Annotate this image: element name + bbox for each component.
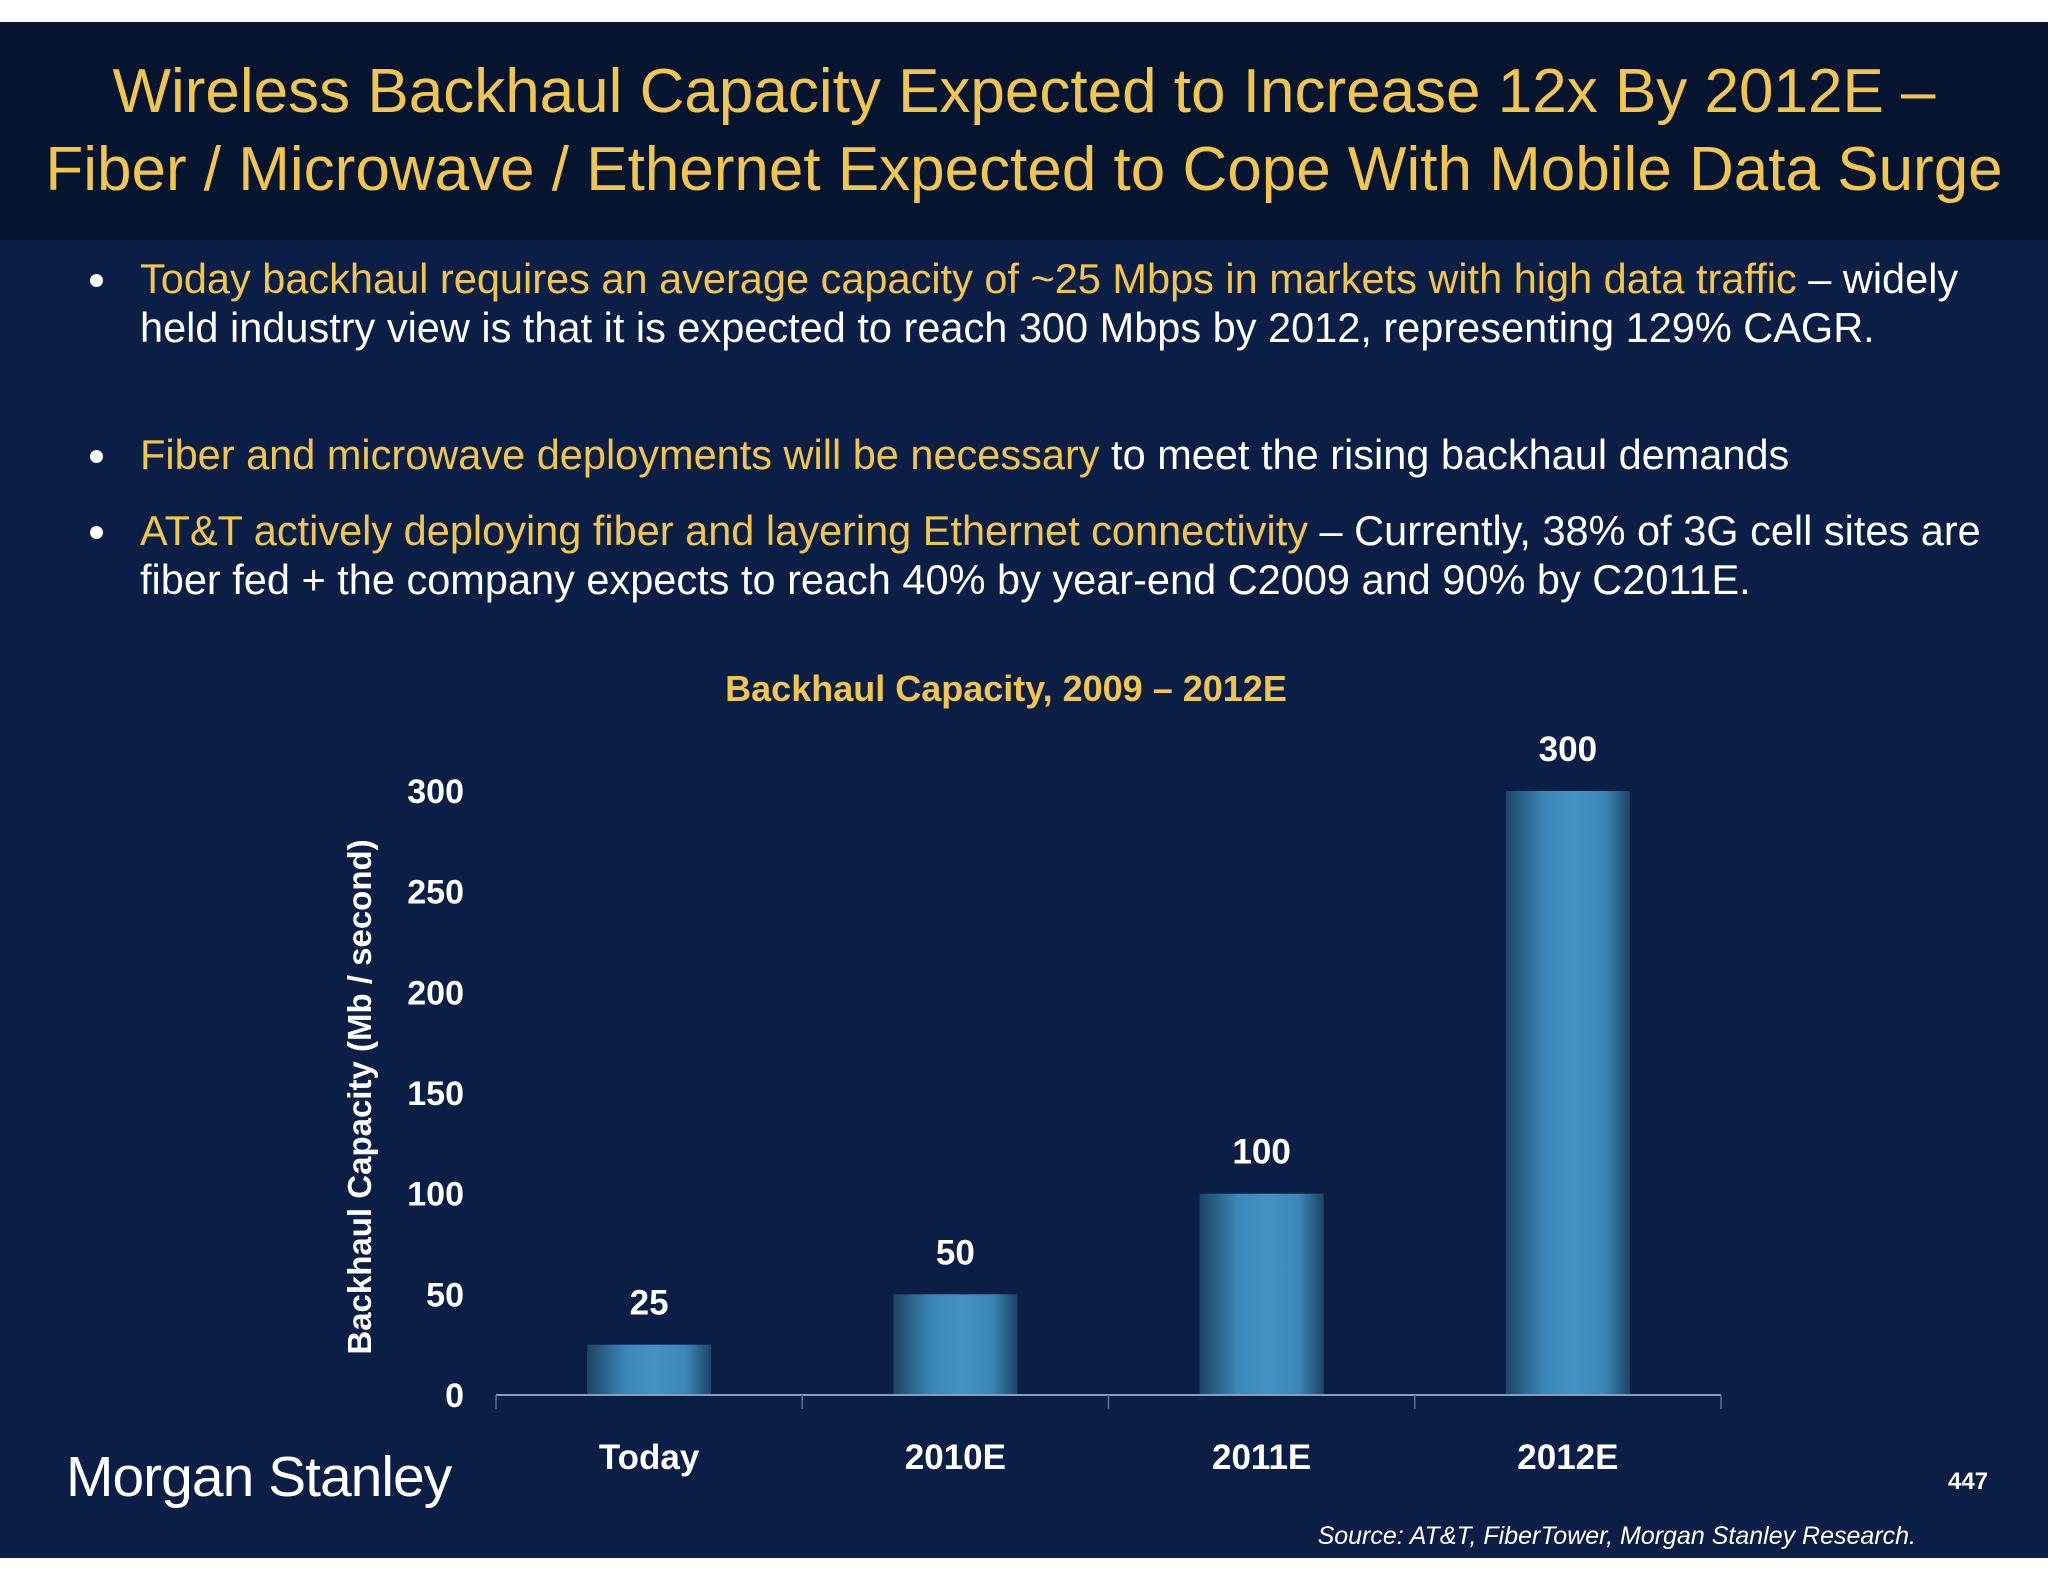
bar-2010E xyxy=(893,1294,1018,1395)
bullet-3: AT&T actively deploying fiber and layeri… xyxy=(90,506,2030,604)
x-tick-label: Today xyxy=(599,1438,700,1477)
bullet-2: Fiber and microwave deployments will be … xyxy=(90,430,2030,479)
y-tick-label: 150 xyxy=(407,1075,464,1113)
morgan-stanley-logo: Morgan Stanley xyxy=(66,1445,452,1509)
y-axis-label: Backhaul Capacity (Mb / second) xyxy=(341,839,378,1354)
y-tick-label: 100 xyxy=(407,1176,464,1214)
data-label: 300 xyxy=(1539,730,1597,769)
bar-2012E xyxy=(1505,791,1630,1395)
slide-header: Wireless Backhaul Capacity Expected to I… xyxy=(0,22,2048,240)
title-line-2: Fiber / Microwave / Ethernet Expected to… xyxy=(45,135,2003,204)
data-label: 25 xyxy=(630,1284,669,1323)
bullet-highlight: Fiber and microwave deployments will be … xyxy=(140,431,1100,478)
page-number: 447 xyxy=(1948,1468,1989,1495)
y-tick-label: 250 xyxy=(407,874,464,912)
x-tick-label: 2011E xyxy=(1212,1438,1311,1477)
bullet-dot-icon xyxy=(90,274,103,287)
y-tick-label: 50 xyxy=(426,1276,464,1314)
bullet-highlight: AT&T actively deploying fiber and layeri… xyxy=(140,507,1308,554)
bullet-text: – Currently, 38% of 3G cell sites are fi… xyxy=(140,507,1981,603)
bullet-dot-icon xyxy=(90,450,103,463)
chart-title: Backhaul Capacity, 2009 – 2012E xyxy=(725,668,1287,709)
bullet-text: to meet the rising backhaul demands xyxy=(1099,431,1790,478)
bar-Today xyxy=(587,1344,712,1395)
bar-chart: 25 50 100 300 Today 2010E 2011E 2012E 0 50 100 150… xyxy=(341,730,1722,1477)
y-tick-label: 200 xyxy=(407,974,464,1012)
bullet-dot-icon xyxy=(90,526,103,539)
source-note: Source: AT&T, FiberTower, Morgan Stanley… xyxy=(1317,1522,1916,1550)
y-tick-label: 0 xyxy=(445,1377,464,1415)
bar-2011E xyxy=(1199,1193,1324,1395)
x-tick-label: 2012E xyxy=(1517,1438,1618,1477)
title-line-1: Wireless Backhaul Capacity Expected to I… xyxy=(112,57,1936,126)
data-label: 100 xyxy=(1232,1133,1290,1172)
data-label: 50 xyxy=(936,1233,975,1272)
y-tick-label: 300 xyxy=(407,773,464,811)
slide: Wireless Backhaul Capacity Expected to I… xyxy=(0,22,2048,1558)
bullet-highlight: Today backhaul requires an average capac… xyxy=(140,255,1797,302)
bullet-text: – widely held industry view is that it i… xyxy=(140,255,1959,351)
x-tick-label: 2010E xyxy=(905,1438,1006,1477)
bullet-1: Today backhaul requires an average capac… xyxy=(90,254,2030,352)
